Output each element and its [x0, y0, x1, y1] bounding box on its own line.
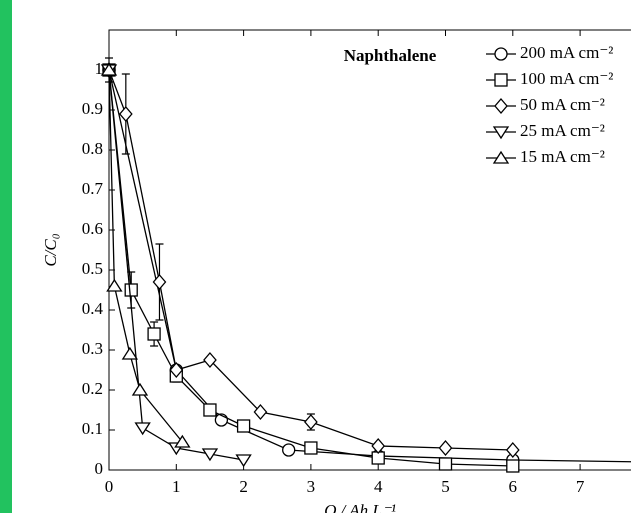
legend-marker — [492, 126, 510, 140]
marker — [131, 382, 149, 396]
marker — [253, 404, 268, 420]
marker — [169, 362, 184, 378]
annotation: Naphthalene — [344, 46, 437, 65]
series-line — [108, 69, 513, 467]
marker — [235, 454, 252, 468]
legend-label: 15 mA cm⁻² — [520, 147, 605, 166]
y-tick-label: 0.7 — [82, 179, 104, 198]
legend-marker — [494, 47, 508, 61]
marker — [201, 448, 219, 462]
legend-marker — [492, 150, 510, 164]
series-line — [108, 69, 183, 443]
marker — [505, 442, 520, 458]
x-axis-label: Q / Ah L⁻¹ — [324, 501, 396, 513]
x-tick-label: 6 — [509, 477, 518, 496]
side-bar — [0, 0, 12, 513]
legend-label: 25 mA cm⁻² — [520, 121, 605, 140]
x-tick-label: 0 — [105, 477, 114, 496]
legend-marker — [494, 73, 508, 87]
legend-label: 200 mA cm⁻² — [520, 43, 613, 62]
x-tick-label: 3 — [307, 477, 316, 496]
marker — [236, 419, 251, 433]
x-tick-label: 7 — [576, 477, 585, 496]
y-tick-label: 0.9 — [82, 99, 103, 118]
marker — [506, 459, 520, 473]
y-tick-label: 0.3 — [82, 339, 103, 358]
marker — [106, 278, 123, 292]
x-tick-label: 2 — [239, 477, 248, 496]
y-tick-label: 1 — [95, 59, 104, 78]
marker — [124, 283, 138, 297]
x-tick-label: 5 — [441, 477, 450, 496]
y-tick-label: 0.1 — [82, 419, 103, 438]
marker — [438, 457, 453, 471]
marker — [174, 434, 191, 448]
marker — [282, 443, 296, 457]
y-tick-label: 0 — [95, 459, 104, 478]
legend-marker — [494, 98, 508, 114]
marker — [118, 106, 133, 122]
x-tick-label: 4 — [374, 477, 383, 496]
y-tick-label: 0.2 — [82, 379, 103, 398]
x-tick-label: 1 — [172, 477, 181, 496]
marker — [121, 346, 139, 360]
marker — [152, 274, 167, 290]
marker — [371, 438, 386, 454]
marker — [100, 62, 118, 76]
marker — [438, 440, 453, 456]
marker — [304, 414, 318, 430]
marker — [147, 327, 161, 341]
y-axis-label: C/C₀ — [41, 233, 60, 266]
y-tick-label: 0.8 — [82, 139, 103, 158]
marker — [304, 441, 318, 455]
y-tick-label: 0.6 — [82, 219, 103, 238]
series-line — [108, 69, 513, 451]
y-tick-label: 0.4 — [82, 299, 104, 318]
marker — [134, 422, 151, 436]
marker — [203, 352, 217, 368]
marker — [203, 403, 217, 417]
legend-label: 50 mA cm⁻² — [520, 95, 605, 114]
legend-label: 100 mA cm⁻² — [520, 69, 613, 88]
y-tick-label: 0.5 — [82, 259, 103, 278]
